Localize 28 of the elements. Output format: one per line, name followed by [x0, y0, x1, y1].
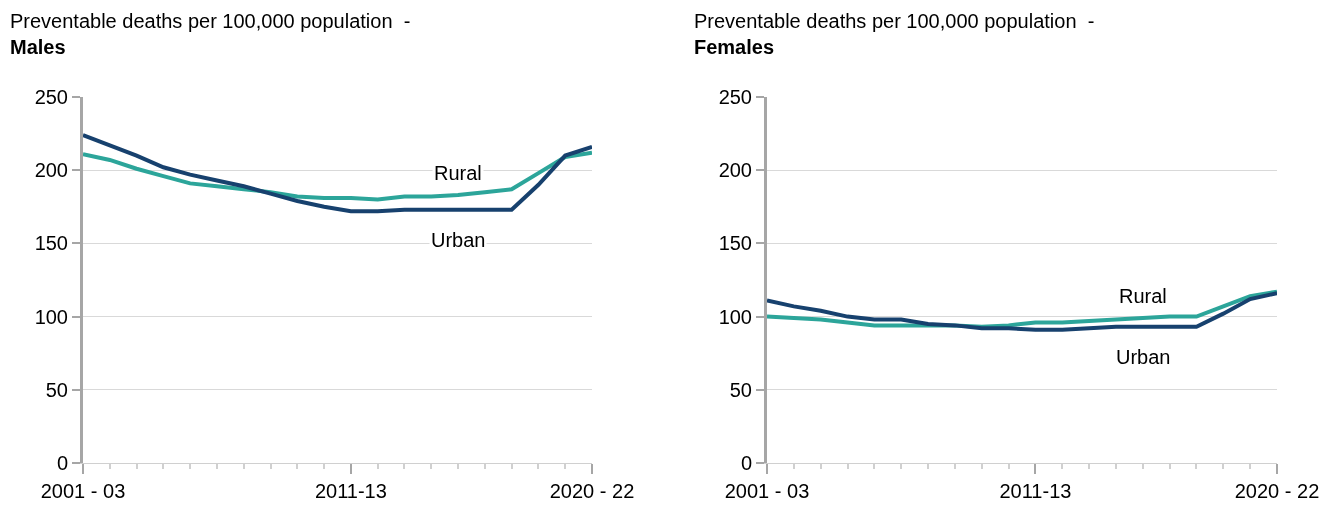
y-tick-label: 200 — [34, 159, 68, 182]
chart-title: Preventable deaths per 100,000 population - — [694, 10, 1095, 32]
chart-subtitle: Males — [10, 36, 66, 58]
y-tick-label: 100 — [718, 305, 752, 328]
y-tick-label: 250 — [718, 86, 752, 108]
series-label: Rural — [434, 162, 482, 184]
x-tick-label: 2001 - 03 — [40, 480, 126, 502]
y-tick-label: 200 — [718, 159, 752, 182]
line-series — [83, 150, 592, 202]
series-label: Urban — [431, 229, 486, 251]
y-tick-label: 50 — [45, 378, 68, 401]
y-tick-label: 150 — [718, 232, 752, 255]
y-tick-label: 0 — [740, 452, 752, 474]
line-series — [83, 133, 592, 214]
x-tick-label: 2011-13 — [314, 480, 387, 502]
x-tick-label: 2001 - 03 — [724, 480, 810, 502]
y-tick-label: 0 — [56, 452, 68, 474]
chart-title: Preventable deaths per 100,000 population - — [10, 10, 411, 32]
chart-subtitle: Females — [694, 36, 775, 58]
series-label: Rural — [1119, 285, 1167, 307]
y-tick-label: 100 — [34, 305, 68, 328]
series-label: Urban — [1116, 346, 1171, 368]
y-tick-label: 50 — [729, 378, 752, 401]
x-tick-label: 2011-13 — [999, 480, 1072, 502]
y-tick-label: 250 — [34, 86, 68, 108]
x-tick-label: 2020 - 22 — [549, 480, 635, 502]
x-tick-label: 2020 - 22 — [1234, 480, 1320, 502]
y-tick-label: 150 — [34, 232, 68, 255]
